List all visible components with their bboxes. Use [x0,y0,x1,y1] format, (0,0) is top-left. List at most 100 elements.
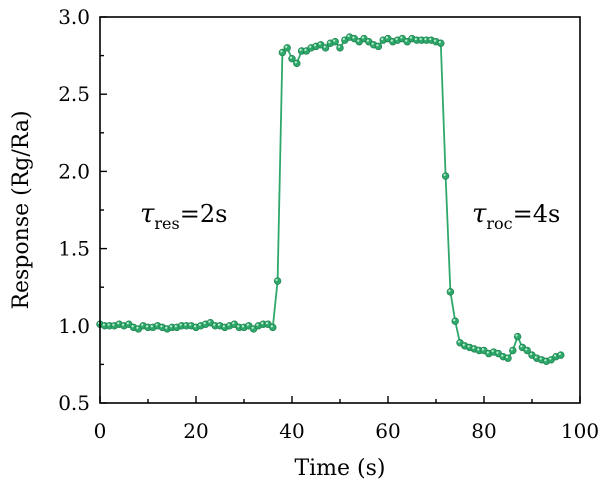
data-point-highlight [323,45,326,48]
data-point-highlight [405,39,408,42]
data-point [336,44,344,52]
data-point-highlight [251,326,254,329]
data-point-highlight [395,37,398,41]
plot-frame [99,16,581,404]
data-point-highlight [112,323,115,326]
data-point-highlight [409,36,413,39]
data-point-highlight [318,42,321,45]
annotation-recovery-time: τroc=4s [472,199,560,233]
data-point-highlight [371,42,374,45]
data-point-highlight [237,325,240,328]
data-point [293,59,301,68]
data-point-highlight [222,325,225,328]
data-point-highlight [376,44,379,47]
y-tick-label: 0.5 [58,391,90,415]
x-axis-title: Time (s) [294,456,385,481]
data-point-highlight [136,326,139,329]
data-point-highlight [256,323,259,326]
data-point-highlight [462,343,465,346]
data-point-highlight [337,45,341,48]
data-point-highlight [174,325,177,328]
data-point [504,354,512,362]
data-point-highlight [481,348,485,351]
ticks-layer: 0 20 40 60 80 100 0.5 1.0 1.5 2.0 2.5 3.0 [58,5,599,443]
data-point-highlight [433,39,437,42]
data-point-highlight [333,39,336,42]
data-point-highlight [150,325,153,328]
data-point-highlight [448,289,451,292]
data-point-highlight [357,39,360,42]
data-point-highlight [213,323,216,326]
data-point-highlight [203,322,206,325]
data-point-highlight [121,323,125,326]
data-point-highlight [313,44,317,47]
x-tick-label: 60 [375,419,400,443]
data-point-highlight [107,323,110,326]
data-point-highlight [467,345,470,348]
data-point-highlight [299,48,302,51]
data-point-highlight [265,322,269,325]
data-point-highlight [486,351,489,354]
data-point [283,44,291,52]
data-point-highlight [304,48,307,51]
data-point-highlight [270,325,273,328]
data-point-highlight [241,325,245,328]
data-point-highlight [553,354,557,357]
data-point-highlight [155,323,158,326]
y-tick-label: 1.0 [58,314,90,338]
data-point-highlight [438,41,441,44]
data-point-highlight [198,323,201,326]
data-point-highlight [429,37,432,41]
data-point-highlight [477,348,480,351]
data-point-highlight [294,61,297,64]
series-layer [96,33,565,366]
data-point-highlight [160,325,163,328]
data-point-highlight [126,322,129,325]
data-point-highlight [361,36,365,39]
series-line [99,36,562,363]
data-point-highlight [515,334,518,337]
data-point-highlight [145,325,149,328]
data-point-highlight [189,323,192,326]
data-point-highlight [165,326,168,329]
data-point [451,317,459,325]
data-point [331,38,339,46]
data-point [273,277,282,285]
annotations-layer: τres=2s τroc=4s [140,199,560,233]
data-point [437,39,445,47]
data-point-highlight [232,322,235,325]
data-point-highlight [289,56,293,59]
data-point-highlight [520,345,523,348]
data-point-highlight [491,349,494,353]
data-point-highlight [414,37,417,41]
data-point-highlight [501,354,504,357]
data-point-highlight [193,325,197,328]
data-point [374,42,383,51]
x-tick-label: 80 [471,419,496,443]
annotation-response-time: τres=2s [140,199,227,233]
data-point [509,346,517,355]
data-point-highlight [457,340,461,343]
data-point-highlight [328,41,331,44]
data-point-highlight [280,50,283,53]
data-point-highlight [102,323,105,326]
data-point [513,332,522,341]
data-point [269,323,277,332]
data-point-highlight [366,39,369,42]
y-tick-label: 2.5 [58,82,90,106]
data-point-highlight [131,325,134,328]
data-point-highlight [184,323,187,326]
data-point-highlight [285,45,288,48]
data-point-highlight [217,323,221,326]
data-point-highlight [510,348,513,351]
data-point-highlight [352,36,355,39]
data-point [446,288,455,296]
data-point-highlight [472,346,475,349]
data-point-highlight [443,173,446,177]
data-point-highlight [453,318,456,322]
data-point-highlight [227,323,230,326]
x-tick-label: 100 [561,419,599,443]
data-point-highlight [390,39,393,42]
data-point-highlight [275,278,278,282]
